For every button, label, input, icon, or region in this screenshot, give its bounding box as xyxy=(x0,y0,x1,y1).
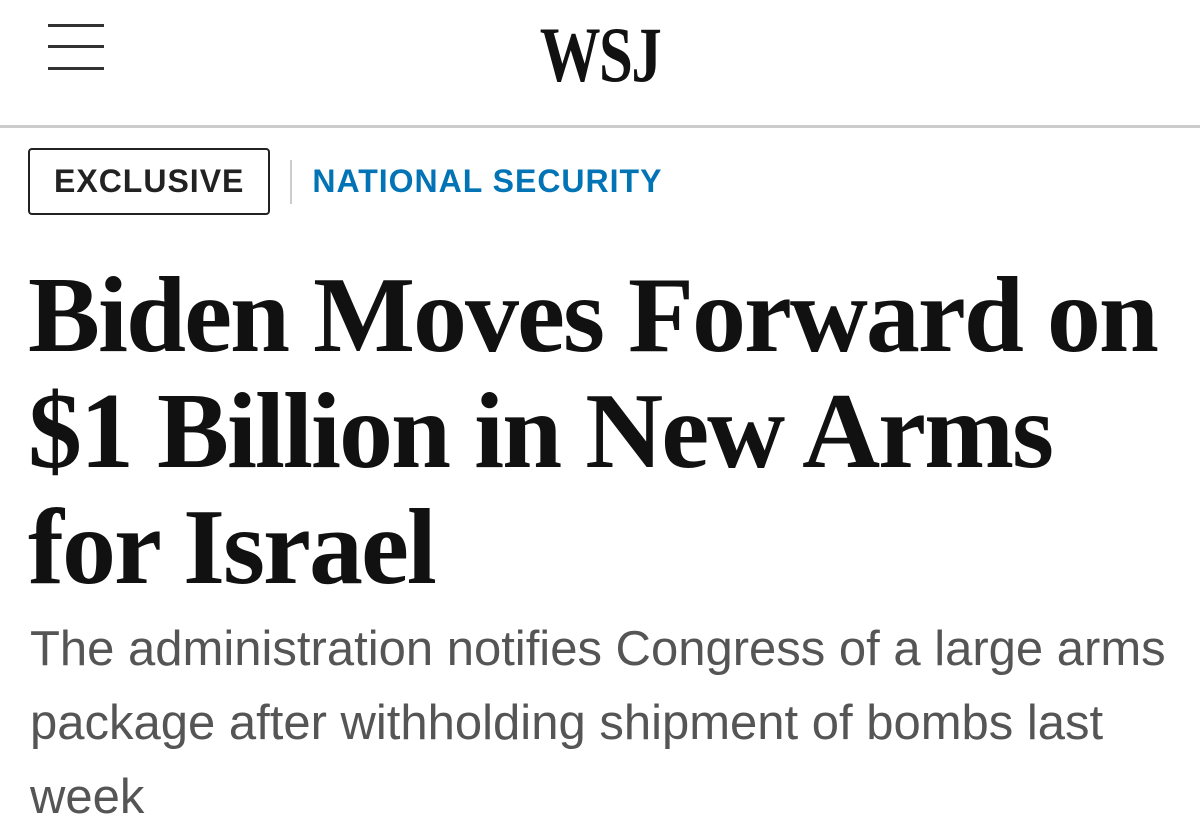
tags: EXCLUSIVE NATIONAL SECURITY xyxy=(28,148,662,215)
section-link[interactable]: NATIONAL SECURITY xyxy=(312,163,663,199)
exclusive-badge: EXCLUSIVE xyxy=(28,148,271,215)
dek: The administration notifies Congress of … xyxy=(30,622,1166,824)
divider xyxy=(290,159,293,204)
headline: Biden Moves Forward on $1 Billion in New… xyxy=(28,256,1159,607)
menu-button[interactable] xyxy=(48,24,104,70)
top-bar: WSJ xyxy=(0,0,1200,128)
logo[interactable]: WSJ xyxy=(539,11,662,98)
